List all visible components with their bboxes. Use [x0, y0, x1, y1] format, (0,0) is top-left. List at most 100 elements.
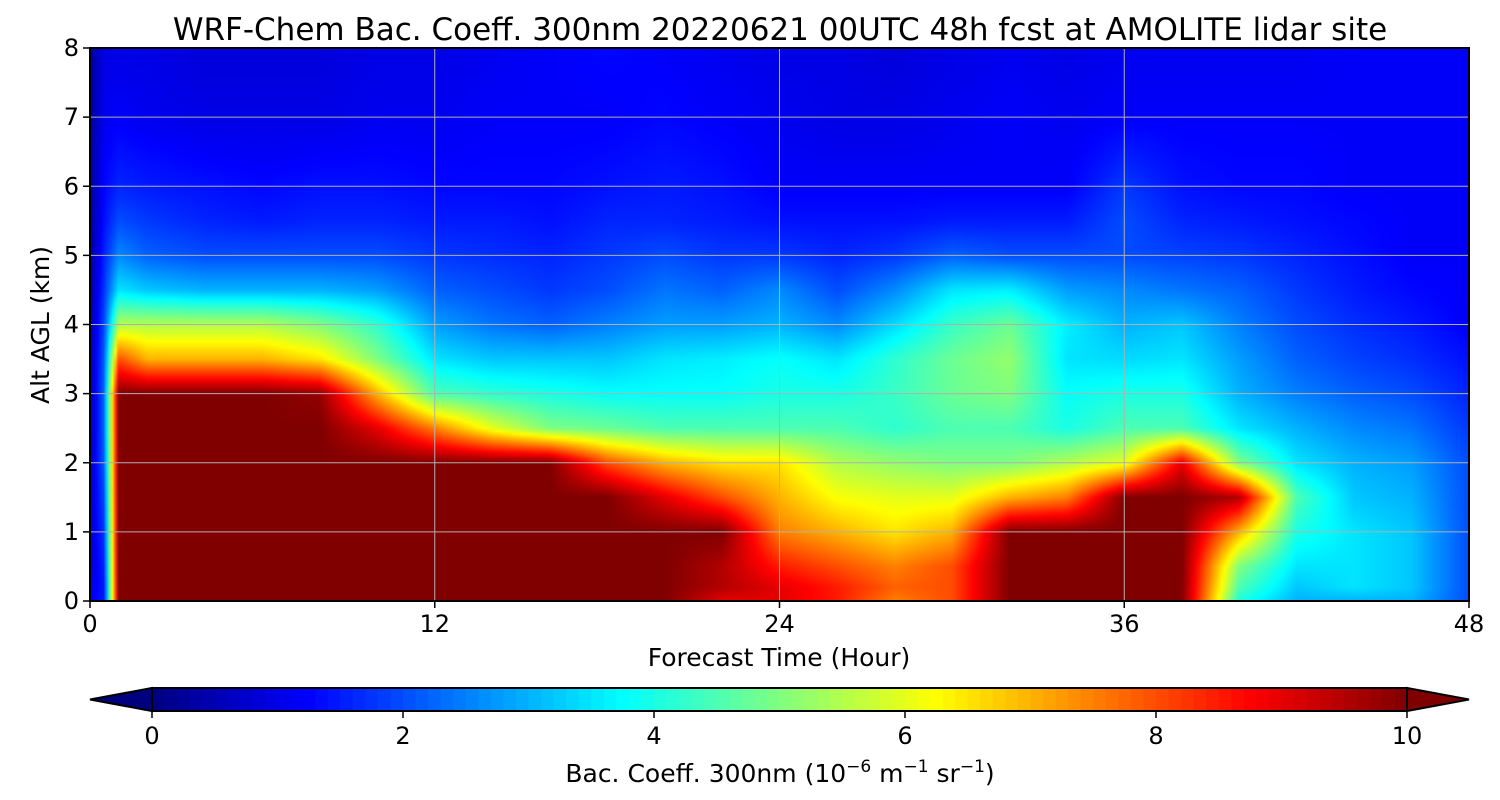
- colorbar-segment: [541, 688, 555, 711]
- colorbar-segment: [992, 688, 1006, 711]
- colorbar-tick-label: 2: [395, 722, 410, 750]
- colorbar-segment: [716, 688, 730, 711]
- colorbar-tick-label: 10: [1392, 722, 1423, 750]
- colorbar-segment: [415, 688, 429, 711]
- colorbar-segment: [917, 688, 931, 711]
- colorbar-segment: [465, 688, 479, 711]
- colorbar-segment: [817, 688, 831, 711]
- colorbar-segment: [1268, 688, 1283, 711]
- colorbar-segment: [1319, 688, 1333, 711]
- colorbar-segment: [290, 688, 304, 711]
- colorbar-segment: [277, 688, 291, 711]
- colorbar-segment: [1294, 688, 1308, 711]
- colorbar-segment: [879, 688, 894, 711]
- colorbar-segment: [1206, 688, 1220, 711]
- colorbar-segment: [930, 688, 944, 711]
- colorbar-segment: [691, 688, 705, 711]
- colorbar-segment: [352, 688, 366, 711]
- x-tick-label: 24: [764, 610, 795, 638]
- colorbar-segment: [440, 688, 454, 711]
- colorbar-segment: [967, 688, 981, 711]
- colorbar-segment: [1344, 688, 1358, 711]
- plot-area: [89, 47, 1470, 602]
- colorbar-segment: [1143, 688, 1157, 711]
- colorbar-segment: [1181, 688, 1195, 711]
- colorbar-segment: [1068, 688, 1082, 711]
- colorbar-segment: [591, 688, 605, 711]
- colorbar-segment: [1381, 688, 1396, 711]
- colorbar-segment: [553, 688, 567, 711]
- colorbar-segment: [264, 688, 279, 711]
- colorbar-ticks: 0 2 4 6 8 10: [144, 711, 1422, 750]
- x-tick-label: 12: [419, 610, 450, 638]
- colorbar-segment: [1243, 688, 1257, 711]
- colorbar-segment: [315, 688, 329, 711]
- colorbar-segment: [704, 688, 718, 711]
- colorbar-segment: [641, 688, 655, 711]
- colorbar-segment: [779, 688, 793, 711]
- colorbar-segment: [478, 688, 492, 711]
- x-axis-label: Forecast Time (Hour): [648, 643, 911, 672]
- colorbar-segment: [1130, 688, 1145, 711]
- colorbar-segment: [340, 688, 354, 711]
- colorbar-segment: [628, 688, 643, 711]
- colorbar-segment: [1218, 688, 1232, 711]
- colorbar-segment: [804, 688, 818, 711]
- x-tick-label: 48: [1454, 610, 1485, 638]
- colorbar-segment: [377, 688, 392, 711]
- colorbar-segment: [578, 688, 592, 711]
- colorbar-extend-high: [1406, 686, 1470, 713]
- colorbar-segment: [1331, 688, 1345, 711]
- colorbar-segment: [1005, 688, 1019, 711]
- y-tick-label: 6: [64, 172, 79, 200]
- colorbar-segment: [616, 688, 630, 711]
- colorbar-tick-label: 0: [144, 722, 159, 750]
- colorbar-segment: [905, 688, 919, 711]
- colorbar-segment: [503, 688, 517, 711]
- colorbar-segment: [1281, 688, 1295, 711]
- colorbar-segment: [754, 688, 768, 711]
- colorbar-segment: [842, 688, 856, 711]
- colorbar-segment: [189, 688, 203, 711]
- y-tick-label: 4: [64, 311, 79, 339]
- colorbar-segment: [1193, 688, 1207, 711]
- y-tick-label: 0: [64, 587, 79, 615]
- colorbar-segment: [679, 688, 693, 711]
- colorbar-segment: [528, 688, 542, 711]
- colorbar-segment: [239, 688, 253, 711]
- colorbar-segment: [403, 688, 417, 711]
- colorbar: 0 2 4 6 8 10 Bac. Coeff. 300nm (10−6 m−1 sr−1…: [89, 686, 1470, 788]
- colorbar-segment: [1156, 688, 1170, 711]
- y-axis-label: Alt AGL (km): [26, 246, 55, 404]
- y-tick-label: 7: [64, 103, 79, 131]
- colorbar-segment: [854, 688, 868, 711]
- colorbar-segment: [365, 688, 379, 711]
- colorbar-segment: [980, 688, 994, 711]
- chart-title: WRF-Chem Bac. Coeff. 300nm 20220621 00UT…: [173, 12, 1387, 48]
- colorbar-tick-label: 4: [646, 722, 661, 750]
- colorbar-segment: [955, 688, 969, 711]
- colorbar-segments: [152, 688, 1408, 711]
- x-tick-label: 0: [82, 610, 97, 638]
- grid-lines: [90, 48, 1469, 601]
- colorbar-tick-label: 8: [1148, 722, 1163, 750]
- colorbar-segment: [566, 688, 580, 711]
- colorbar-extend-low: [89, 686, 153, 713]
- colorbar-segment: [1394, 688, 1408, 711]
- colorbar-segment: [942, 688, 956, 711]
- x-axis: 0 12 24 36 48: [82, 601, 1484, 638]
- colorbar-segment: [867, 688, 881, 711]
- colorbar-segment: [453, 688, 467, 711]
- colorbar-segment: [892, 688, 906, 711]
- colorbar-segment: [1256, 688, 1270, 711]
- colorbar-segment: [766, 688, 781, 711]
- colorbar-frame: [151, 687, 1408, 712]
- colorbar-segment: [302, 688, 316, 711]
- colorbar-segment: [729, 688, 743, 711]
- y-tick-label: 2: [64, 449, 79, 477]
- colorbar-segment: [1080, 688, 1094, 711]
- x-tick-label: 36: [1109, 610, 1140, 638]
- colorbar-segment: [214, 688, 228, 711]
- colorbar-segment: [1168, 688, 1182, 711]
